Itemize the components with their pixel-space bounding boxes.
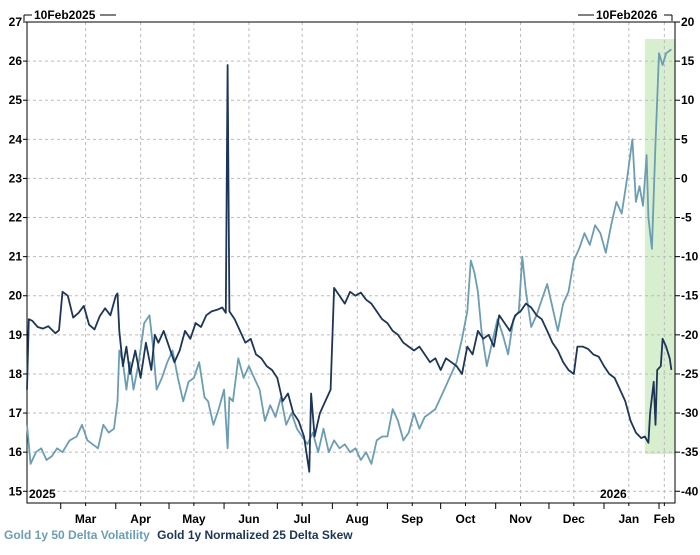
axes: Mar Apr May Jun Jul Aug Sep Oct Nov Dec Jan Feb 15 16…: [9, 15, 699, 526]
highlight-band: [644, 39, 675, 454]
x-tick-label: Jan: [618, 512, 639, 526]
x-tick-label: Mar: [75, 512, 97, 526]
legend-item-skew: Gold 1y Normalized 25 Delta Skew: [157, 528, 353, 542]
right-y-tick-label: -25: [681, 367, 699, 381]
left-y-tick-label: 17: [9, 406, 23, 420]
legend: Gold 1y 50 Delta Volatility Gold 1y Norm…: [4, 528, 353, 542]
left-y-tick-label: 21: [9, 250, 23, 264]
range-label-right: 10Feb2026: [578, 8, 673, 22]
series-lines: [26, 48, 673, 473]
right-y-tick-label: -35: [681, 445, 699, 459]
left-y-tick-label: 27: [9, 15, 23, 29]
right-y-tick-label: -5: [681, 211, 692, 225]
x-tick-label: Nov: [509, 512, 532, 526]
x-tick-label: Feb: [654, 512, 675, 526]
x-tick-label: Jul: [294, 512, 311, 526]
range-label-right-text: 10Feb2026: [596, 8, 658, 22]
grid-lines: [27, 21, 675, 503]
right-y-tick-label: -30: [681, 406, 699, 420]
x-tick-label: Apr: [130, 512, 151, 526]
x-tick-label: Sep: [401, 512, 423, 526]
left-y-tick-label: 15: [9, 484, 23, 498]
year-label-2025: 2025: [29, 487, 56, 501]
left-y-tick-label: 20: [9, 289, 23, 303]
right-y-tick-label: 10: [681, 93, 695, 107]
right-y-tick-label: 5: [681, 132, 688, 146]
left-y-tick-label: 25: [9, 93, 23, 107]
right-y-tick-label: 0: [681, 171, 688, 185]
plot-frame: [26, 21, 676, 504]
left-y-tick-label: 19: [9, 328, 23, 342]
x-tick-label: Aug: [346, 512, 369, 526]
left-y-tick-label: 18: [9, 367, 23, 381]
range-label-left: 10Feb2025: [23, 8, 116, 22]
x-tick-label: Dec: [563, 512, 585, 526]
range-label-left-text: 10Feb2025: [34, 8, 96, 22]
x-tick-label: Oct: [456, 512, 476, 526]
right-y-tick-label: -40: [681, 484, 699, 498]
left-y-tick-label: 24: [9, 132, 23, 146]
legend-item-volatility: Gold 1y 50 Delta Volatility: [4, 528, 150, 542]
right-y-tick-label: -15: [681, 289, 699, 303]
year-label-2026: 2026: [600, 487, 627, 501]
right-y-tick-label: 15: [681, 54, 695, 68]
skew-line: [26, 64, 673, 473]
volatility-line: [26, 48, 672, 465]
left-y-tick-label: 23: [9, 171, 23, 185]
x-tick-label: May: [182, 512, 206, 526]
left-y-tick-label: 16: [9, 445, 23, 459]
left-y-tick-label: 22: [9, 211, 23, 225]
svg-text:Gold 1y 50 Delta Volatility: Gold 1y 50 Delta Volatility Gold 1y Norm…: [4, 528, 353, 542]
right-y-tick-label: -10: [681, 250, 699, 264]
right-y-tick-label: 20: [681, 15, 695, 29]
x-tick-label: Jun: [238, 512, 259, 526]
right-y-tick-label: -20: [681, 328, 699, 342]
left-y-tick-label: 26: [9, 54, 23, 68]
